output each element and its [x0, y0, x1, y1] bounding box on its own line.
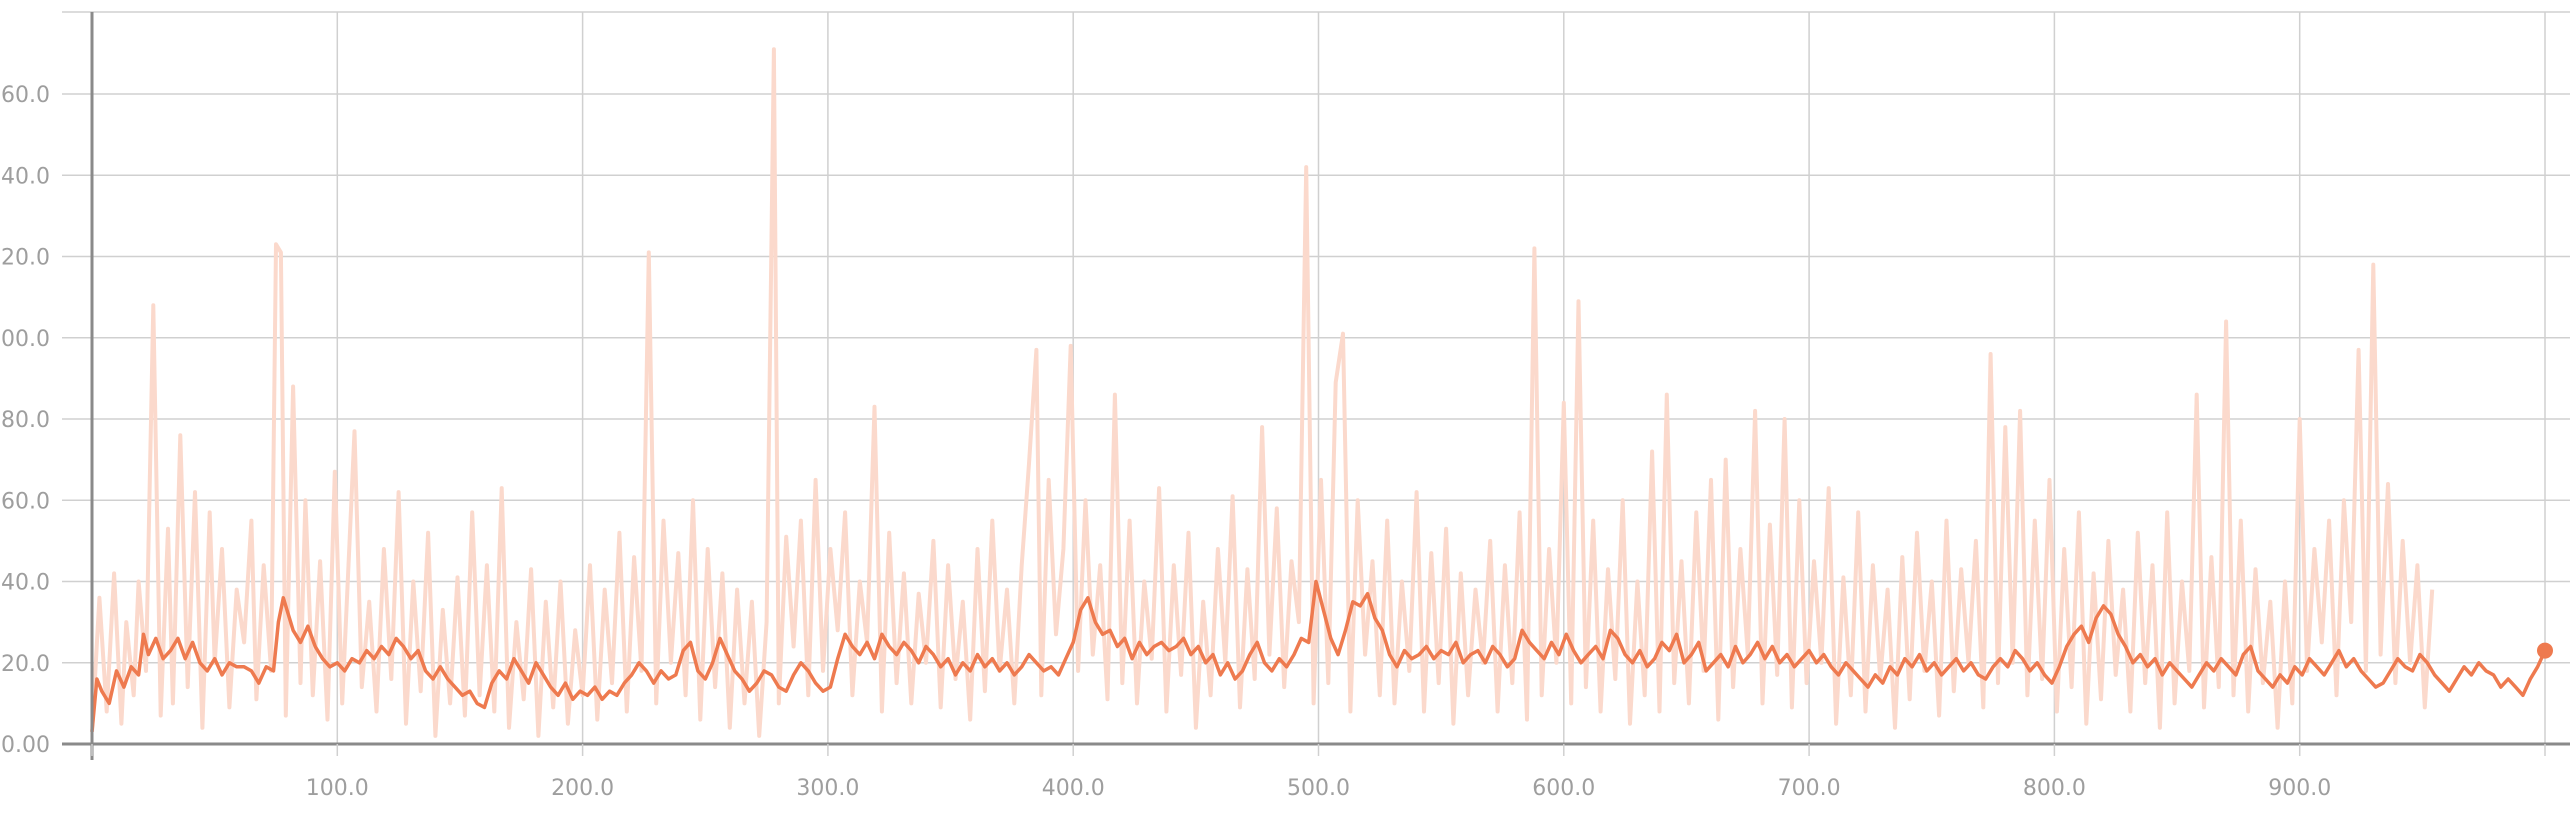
y-tick-label: 60.0: [1, 489, 50, 514]
x-tick-label: 400.0: [1042, 776, 1105, 801]
y-tick-label: 100.0: [0, 327, 50, 352]
series-end-marker: [2537, 642, 2553, 659]
y-tick-label: 160.0: [0, 83, 50, 108]
y-tick-label: 80.0: [1, 408, 50, 433]
x-tick-label: 100.0: [306, 776, 369, 801]
x-tick-label: 200.0: [551, 776, 614, 801]
smoothed-series: [90, 579, 2553, 732]
x-tick-label: 900.0: [2268, 776, 2331, 801]
smoothed-series-line: [90, 579, 2547, 732]
tick-labels: 100.0 200.0 300.0 400.0 500.0 600.0 700.0 800.0…: [0, 83, 2331, 801]
axes: [62, 12, 2570, 760]
y-tick-label: 0.00: [1, 733, 50, 758]
x-tick-label: 500.0: [1287, 776, 1350, 801]
y-tick-label: 120.0: [0, 246, 50, 271]
x-tick-label: 300.0: [796, 776, 859, 801]
x-tick-label: 600.0: [1532, 776, 1595, 801]
y-tick-label: 140.0: [0, 164, 50, 189]
x-tick-label: 700.0: [1778, 776, 1841, 801]
raw-series: [90, 47, 2435, 738]
y-tick-label: 40.0: [1, 571, 50, 596]
y-tick-label: 20.0: [1, 652, 50, 677]
raw-series-line: [90, 47, 2435, 738]
x-tick-label: 800.0: [2023, 776, 2086, 801]
